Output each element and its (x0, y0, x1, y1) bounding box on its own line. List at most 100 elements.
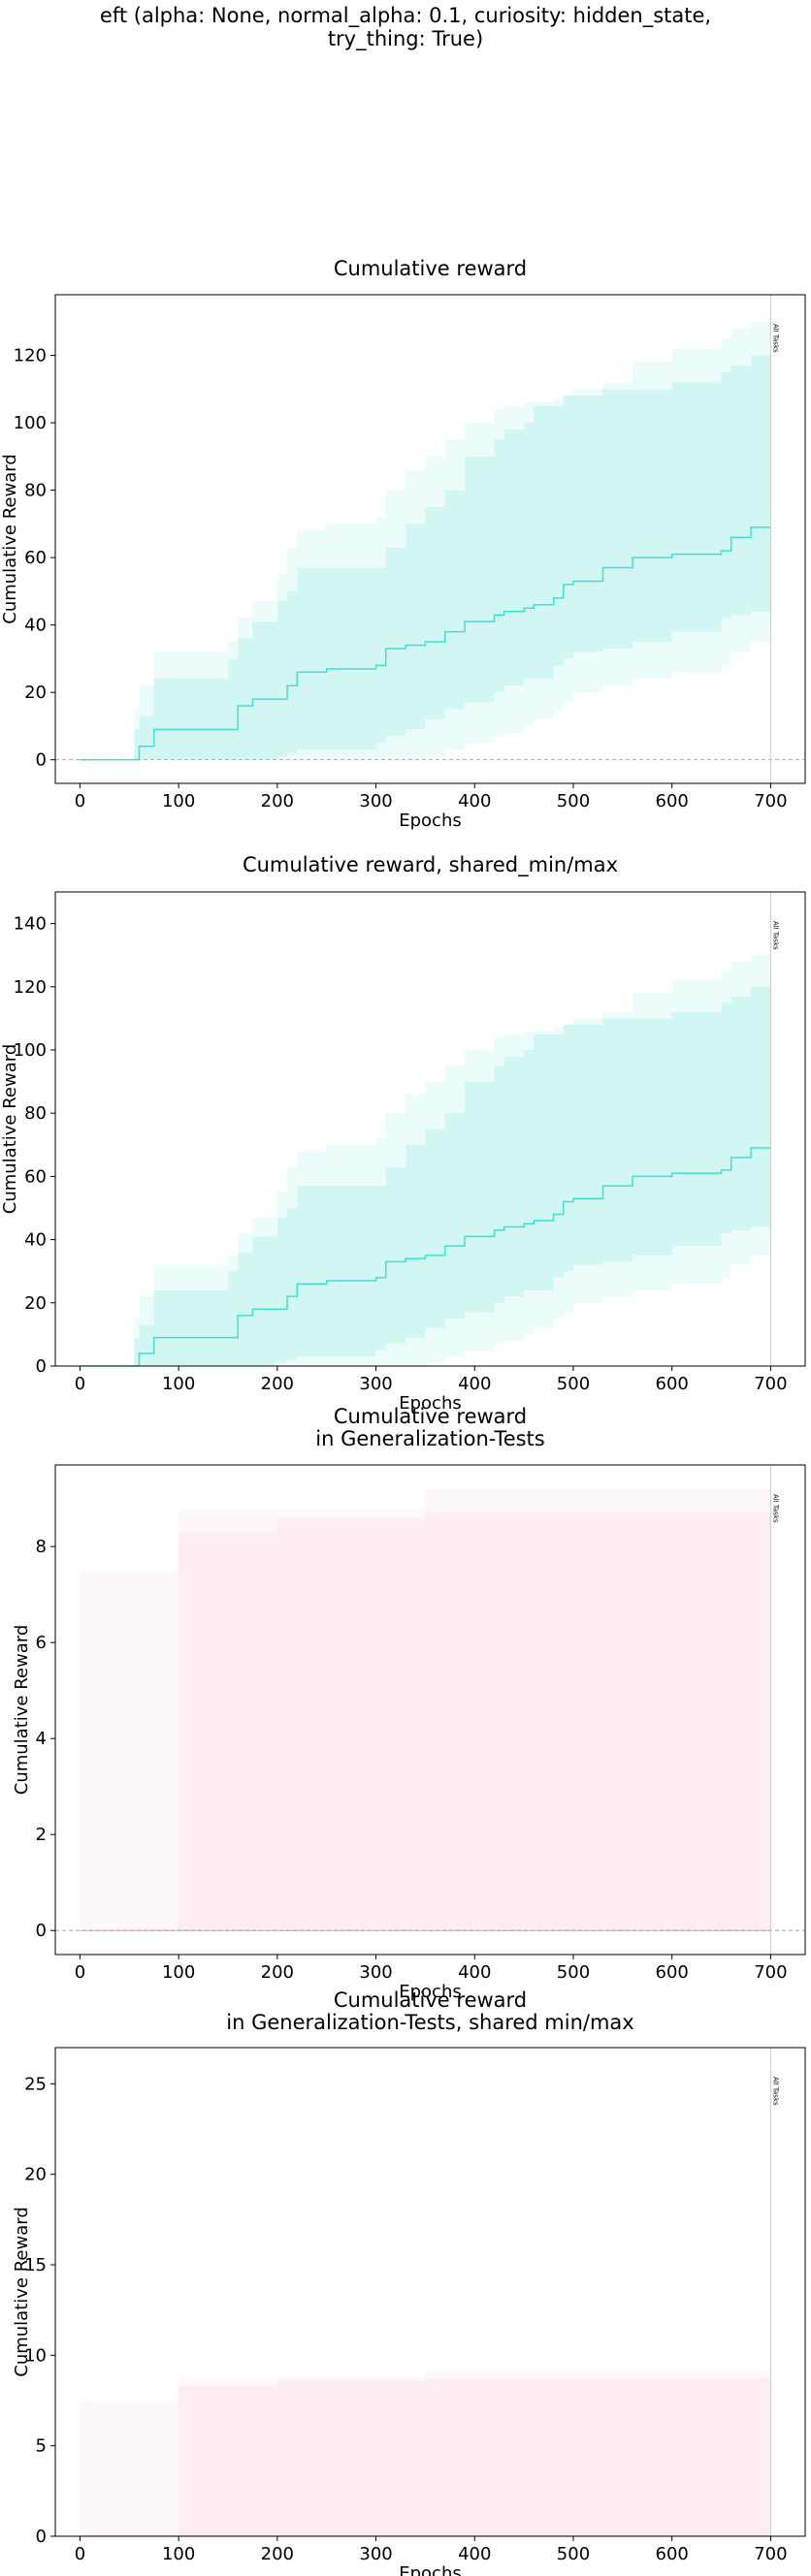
y-tick-label: 40 (24, 616, 47, 636)
plot-area (55, 321, 805, 761)
plot-area (80, 955, 771, 1366)
x-tick-label: 0 (75, 1962, 85, 1983)
std-band (80, 1512, 771, 1931)
y-tick-label: 40 (24, 1230, 47, 1251)
y-tick-label: 4 (36, 1729, 47, 1749)
y-tick-label: 10 (24, 2345, 47, 2366)
x-tick-label: 500 (557, 1374, 590, 1394)
y-axis-label: Cumulative Reward (12, 1625, 32, 1796)
x-tick-label: 700 (754, 791, 787, 811)
y-tick-label: 15 (24, 2255, 47, 2275)
x-tick-label: 600 (656, 1374, 689, 1394)
x-tick-label: 100 (162, 791, 195, 811)
x-tick-label: 300 (359, 1374, 392, 1394)
x-tick-label: 200 (261, 1374, 294, 1394)
y-tick-label: 20 (24, 683, 47, 703)
x-tick-label: 0 (75, 2544, 85, 2564)
y-tick-label: 100 (14, 413, 47, 433)
x-tick-label: 200 (261, 1962, 294, 1983)
x-tick-label: 400 (458, 2544, 491, 2564)
y-tick-label: 120 (14, 346, 47, 366)
x-tick-label: 0 (75, 791, 85, 811)
plot-frame (54, 891, 806, 1367)
minmax-band (80, 955, 771, 1366)
y-tick-label: 80 (24, 1103, 47, 1124)
x-axis-label: Epochs (399, 2563, 462, 2576)
task-boundary-label: All Tasks (771, 324, 779, 353)
chart-2: All Tasks 0 100 200 300 400 500 600 700 0 20 40 60 80… (0, 853, 806, 1414)
mean-line (80, 1147, 771, 1366)
suptitle-line-1: eft (alpha: None, normal_alpha: 0.1, cur… (99, 4, 712, 27)
x-tick-label: 300 (359, 2544, 392, 2564)
y-tick-label: 25 (24, 2074, 47, 2094)
plot-area (55, 1488, 805, 1931)
std-band (80, 355, 771, 760)
x-tick-label: 600 (656, 791, 689, 811)
y-tick-label: 100 (14, 1040, 47, 1061)
y-axis-label: Cumulative Reward (12, 2207, 32, 2377)
y-tick-label: 60 (24, 548, 47, 568)
x-tick-label: 100 (162, 1962, 195, 1983)
chart-1: All Tasks 0 100 200 300 400 500 600 700 0 20 40 60 80… (0, 257, 806, 831)
y-tick-label: 6 (36, 1633, 47, 1653)
x-tick-label: 200 (261, 2544, 294, 2564)
task-boundary-label: All Tasks (771, 1494, 779, 1523)
x-tick-label: 700 (754, 1374, 787, 1394)
y-tick-label: 20 (24, 1293, 47, 1314)
x-tick-label: 300 (359, 1962, 392, 1983)
chart-4: All Tasks 0 100 200 300 400 500 600 700 0 5 10 15 20 2… (12, 1988, 806, 2576)
y-tick-label: 0 (36, 1356, 47, 1377)
y-tick-label: 80 (24, 481, 47, 501)
chart-title-line: Cumulative reward (334, 1988, 527, 2012)
chart-title-line: in Generalization-Tests, shared min/max (226, 2011, 633, 2034)
x-tick-label: 400 (458, 1374, 491, 1394)
y-tick-label: 5 (36, 2436, 47, 2457)
y-tick-label: 2 (36, 1825, 47, 1845)
x-tick-label: 500 (557, 791, 590, 811)
y-tick-label: 8 (36, 1537, 47, 1557)
chart-title-line: in Generalization-Tests (315, 1427, 544, 1450)
x-tick-label: 400 (458, 1962, 491, 1983)
y-axis-label: Cumulative Reward (0, 454, 20, 624)
plot-frame (54, 1464, 806, 1956)
minmax-band (80, 1488, 771, 1931)
y-tick-label: 140 (14, 914, 47, 935)
x-tick-label: 600 (656, 2544, 689, 2564)
x-tick-label: 700 (754, 2544, 787, 2564)
std-band (80, 2378, 771, 2536)
minmax-band (80, 321, 771, 760)
chart-title-line: Cumulative reward (334, 257, 527, 280)
x-axis-label: Epochs (399, 1393, 462, 1414)
chart-title-line: Cumulative reward, shared_min/max (243, 853, 618, 877)
x-tick-label: 300 (359, 791, 392, 811)
x-tick-label: 500 (557, 2544, 590, 2564)
x-tick-label: 100 (162, 1374, 195, 1394)
mean-line (80, 526, 771, 761)
plot-frame (54, 294, 806, 784)
x-tick-label: 200 (261, 791, 294, 811)
x-tick-label: 700 (754, 1962, 787, 1983)
x-axis-label: Epochs (399, 1982, 462, 2002)
x-tick-label: 500 (557, 1962, 590, 1983)
y-tick-label: 20 (24, 2165, 47, 2185)
y-tick-label: 0 (36, 750, 47, 771)
y-tick-label: 0 (36, 2527, 47, 2547)
y-tick-label: 60 (24, 1166, 47, 1187)
suptitle-line-2: try_thing: True) (327, 27, 484, 50)
chart-3: All Tasks 0 100 200 300 400 500 600 700 0 2 4 6 8 Epoc… (12, 1405, 806, 2002)
figure-suptitle: eft (alpha: None, normal_alpha: 0.1, cur… (0, 4, 811, 50)
x-tick-label: 600 (656, 1962, 689, 1983)
minmax-band (80, 2369, 771, 2536)
task-boundary-label: All Tasks (771, 921, 779, 950)
std-band (80, 986, 771, 1366)
y-axis-label: Cumulative Reward (0, 1044, 20, 1215)
x-tick-label: 0 (75, 1374, 85, 1394)
y-tick-label: 120 (14, 977, 47, 998)
plot-frame (54, 2047, 806, 2537)
chart-title-line: Cumulative reward (334, 1405, 527, 1428)
y-tick-label: 0 (36, 1921, 47, 1941)
task-boundary-label: All Tasks (771, 2077, 779, 2106)
x-axis-label: Epochs (399, 811, 462, 831)
plot-area (80, 2369, 771, 2536)
